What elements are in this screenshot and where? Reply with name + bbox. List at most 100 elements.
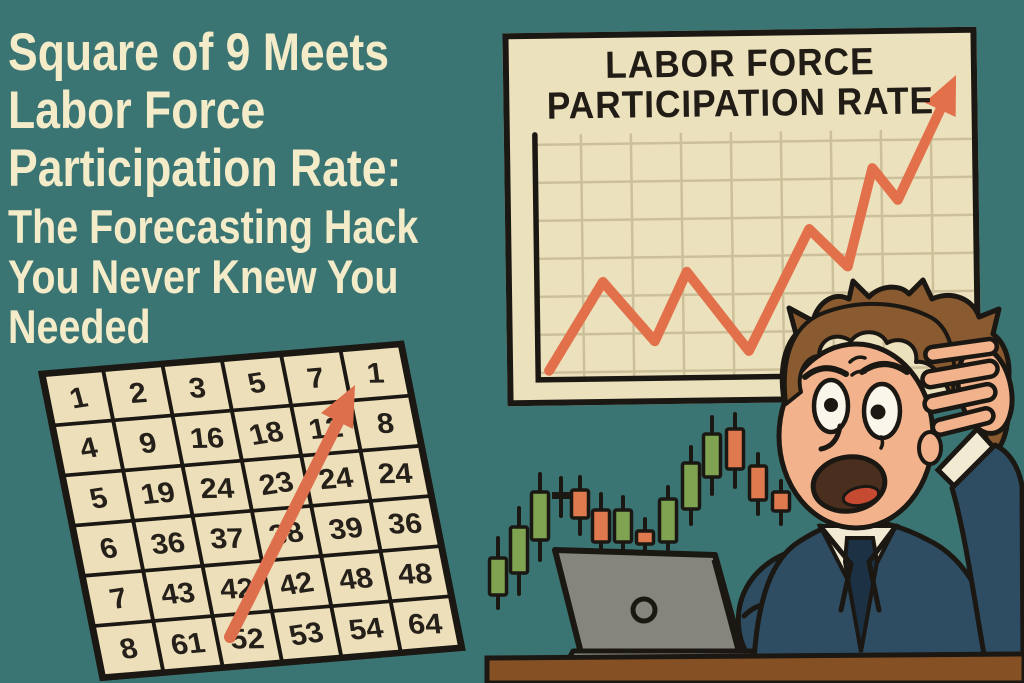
square-of-9-grid: 1 2 3 5 7 1 4 9 16 18 12 8 5 19 24 23 24 24 6 36 37 38 39 36 7 43… [38,340,466,682]
grid-cell: 64 [392,598,458,650]
desk-surface [484,651,1024,683]
man-left-hand-line [741,601,781,619]
grid-cell: 1 [342,347,408,399]
candle-doji-bar [552,492,570,499]
candle-body-orange [569,488,591,520]
grid-cell: 23 [244,457,309,509]
headline-line-6: Needed [8,300,151,353]
grid-cell: 42 [204,562,270,615]
candle-body-green [508,525,530,575]
man-shirt [816,524,900,605]
grid-cell: 2 [105,367,171,419]
candle-body-green [612,508,634,544]
candle-body-orange [590,508,612,544]
grid-cell: 9 [115,417,181,469]
grid-cell: 53 [274,608,339,660]
man-pupil-right [870,404,886,420]
grid-cell: 5 [224,357,289,409]
grid-cell: 8 [352,397,418,449]
man-cheek-line [879,435,885,450]
grid-cell: 8 [96,623,161,675]
man-ear [917,430,943,466]
grid-cell: 7 [86,572,151,624]
grid-cell: 4 [56,422,121,474]
wall-chart-arrow-head [924,74,957,118]
wall-gridline-v [679,132,686,378]
man-lapels [817,523,899,613]
man-tie [842,536,880,653]
wall-gridline-v [579,134,586,380]
man-shirt-cuff [934,425,1001,494]
candle-body-orange [747,464,769,502]
grid-cell: 7 [283,352,349,404]
grid-cell: 36 [135,517,201,569]
grid-cell: 42 [264,558,329,610]
laptop-lid-edge [711,559,739,651]
candle-body-green [657,497,679,544]
grid-cell: 48 [382,548,448,600]
wall-chart [532,74,976,383]
wall-chart-title: LABOR FORCE PARTICIPATION RATE [525,41,956,128]
wall-gridline-h [536,211,976,223]
candle-body-green [529,490,551,542]
man-tongue [841,484,881,508]
grid-cell: 54 [333,603,399,655]
man-mouth [810,454,888,514]
grid-cell: 3 [164,362,230,414]
laptop-logo [630,596,658,624]
grid-cell: 19 [125,467,191,519]
grid-cell: 24 [184,462,250,514]
grid-cell: 12 [293,402,359,454]
grid-cell: 61 [155,618,221,670]
grid-cell: 24 [303,452,369,504]
wall-chart-trend-line [544,104,946,376]
headline-line-5: You Never Knew You [8,250,399,303]
grid-cell: 24 [362,447,428,499]
grid-cell: 5 [66,472,131,524]
wall-gridline-v [729,132,736,378]
grid-cell: 1 [46,372,111,424]
desk [484,651,1024,683]
headline: Square of 9 Meets Labor Force Participat… [8,24,418,352]
wall-gridline-h [534,135,976,147]
laptop [552,547,761,667]
man-neck [836,496,880,534]
wall-gridline-h [538,363,976,375]
man-nose [818,423,843,452]
man-left-arm [735,545,813,663]
candle-body-orange [770,490,792,513]
headline-line-4: The Forecasting Hack [8,200,419,253]
man-raised-sleeve [949,442,1024,663]
wall-gridline-v [629,133,636,379]
headline-line-3: Participation Rate: [8,139,402,198]
candle-body-orange [724,427,746,471]
candle-body-green [487,556,509,597]
candle-body-green [701,432,723,479]
wall-chart-axes [532,132,816,383]
man-torso-jacket [751,516,1001,663]
wall-gridline-v [929,129,936,375]
man-finger-4 [930,406,996,437]
grid-cell: 48 [323,553,389,605]
grid-cell: 43 [145,567,211,620]
wall-gridline-h [536,249,976,261]
grid-cell: 37 [194,512,260,564]
headline-line-2: Labor Force [8,81,266,140]
grid-cell: 16 [174,412,240,464]
grid-cell: 6 [76,522,141,574]
headline-line-1: Square of 9 Meets [8,23,390,82]
laptop-lid [552,547,745,664]
laptop-base [563,648,761,667]
wall-gridline-h [535,173,976,185]
candlestick-chart [487,412,792,610]
grid-cell: 18 [234,407,299,459]
wall-chart-title-line-2: PARTICIPATION RATE [546,80,935,128]
grid-cell: 52 [214,613,280,665]
candle-body-orange [634,529,656,546]
grid-cell: 36 [372,497,438,550]
grid-cell: 39 [313,502,379,555]
wall-gridline-v [879,130,886,376]
candle-body-green [680,461,702,511]
wall-gridline-v [779,131,786,377]
